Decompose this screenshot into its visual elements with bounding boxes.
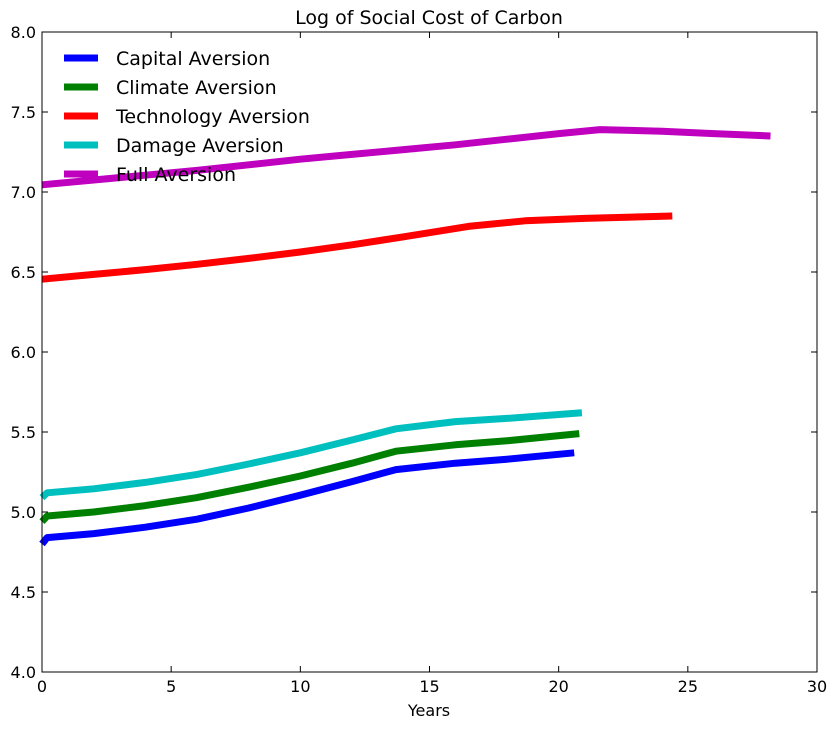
y-tick-label: 7.5 (11, 103, 36, 122)
y-tick-label: 6.0 (11, 343, 36, 362)
x-tick-label: 10 (290, 677, 310, 696)
x-tick-label: 0 (37, 677, 47, 696)
legend-label: Capital Aversion (116, 48, 270, 70)
x-tick-label: 30 (807, 677, 827, 696)
y-tick-label: 7.0 (11, 183, 36, 202)
series-line-full-aversion (41, 126, 771, 189)
legend-label: Technology Aversion (115, 106, 310, 128)
legend-label: Damage Aversion (116, 135, 284, 157)
series-line-technology-aversion (41, 212, 673, 283)
y-tick-label: 5.0 (11, 503, 36, 522)
y-tick-label: 8.0 (11, 23, 36, 42)
series-line-damage-aversion (39, 409, 583, 501)
series-line-capital-aversion (39, 449, 575, 547)
x-tick-label: 25 (678, 677, 698, 696)
chart-title: Log of Social Cost of Carbon (295, 7, 563, 29)
series-line-climate-aversion (39, 430, 580, 524)
x-tick-label: 20 (548, 677, 568, 696)
y-tick-label: 6.5 (11, 263, 36, 282)
y-axis: 4.0 4.5 5.0 5.5 6.0 6.5 7.0 7.5 8.0 (11, 23, 817, 682)
x-tick-label: 15 (419, 677, 439, 696)
x-tick-label: 5 (166, 677, 176, 696)
x-axis: 0 5 10 15 20 25 30 (37, 32, 827, 696)
y-tick-label: 4.0 (11, 663, 36, 682)
y-tick-label: 4.5 (11, 583, 36, 602)
series-layer (39, 126, 771, 547)
legend: Capital Aversion Climate Aversion Technolo… (64, 48, 310, 186)
legend-label: Full Aversion (116, 164, 236, 186)
x-axis-label: Years (407, 701, 450, 720)
legend-label: Climate Aversion (116, 77, 277, 99)
y-tick-label: 5.5 (11, 423, 36, 442)
